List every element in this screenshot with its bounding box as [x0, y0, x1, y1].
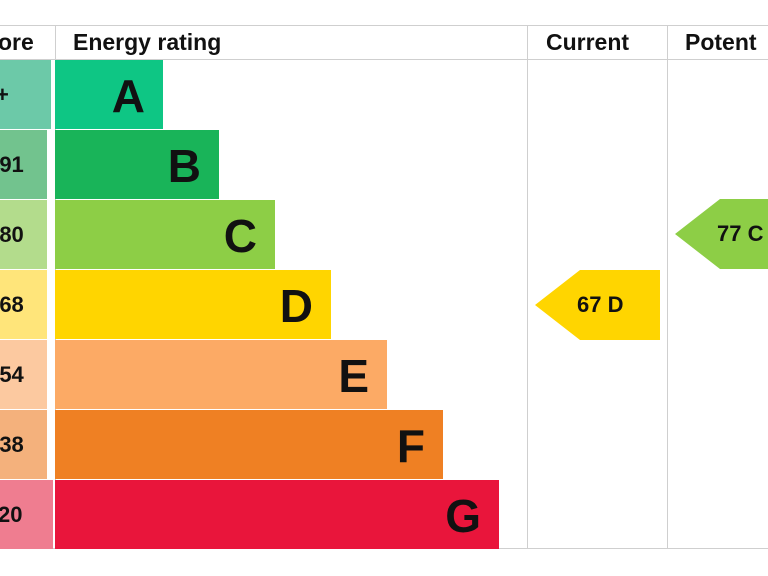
rating-letter-D: D	[279, 280, 313, 332]
current-rating-arrow: 67 D	[535, 270, 660, 340]
column-divider	[527, 25, 528, 549]
potential-rating-arrow: 77 C	[675, 199, 768, 269]
header-divider	[0, 59, 768, 60]
rating-bar-B: B	[55, 130, 219, 199]
score-range-C: -80	[0, 200, 47, 269]
rating-letter-C: C	[223, 210, 257, 262]
rating-letter-A: A	[111, 70, 145, 122]
current-rating-label: 67 D	[577, 292, 624, 317]
rating-letter-G: G	[445, 490, 481, 542]
rating-bar-C: C	[55, 200, 275, 269]
score-range-E: -54	[0, 340, 47, 409]
rating-bar-G: G	[55, 480, 499, 549]
potential-rating-label: 77 C	[717, 221, 764, 246]
score-range-F: -38	[0, 410, 47, 479]
current-header: Current	[546, 29, 630, 55]
rating-letter-E: E	[338, 350, 369, 402]
potential-header: Potent	[685, 29, 757, 55]
rating-bar-F: F	[55, 410, 443, 479]
score-range-G: 20	[0, 480, 53, 549]
column-divider	[667, 25, 668, 549]
rating-letter-B: B	[167, 140, 201, 192]
energy-rating-header: Energy rating	[73, 29, 222, 55]
score-range-A: +	[0, 60, 51, 129]
rating-bar-A: A	[55, 60, 163, 129]
score-header: ore	[0, 29, 34, 55]
score-range-B: -91	[0, 130, 47, 199]
rating-bar-D: D	[55, 270, 331, 339]
score-range-D: -68	[0, 270, 47, 339]
rating-letter-F: F	[396, 420, 425, 472]
table-top-border	[0, 25, 768, 26]
rating-bar-E: E	[55, 340, 387, 409]
